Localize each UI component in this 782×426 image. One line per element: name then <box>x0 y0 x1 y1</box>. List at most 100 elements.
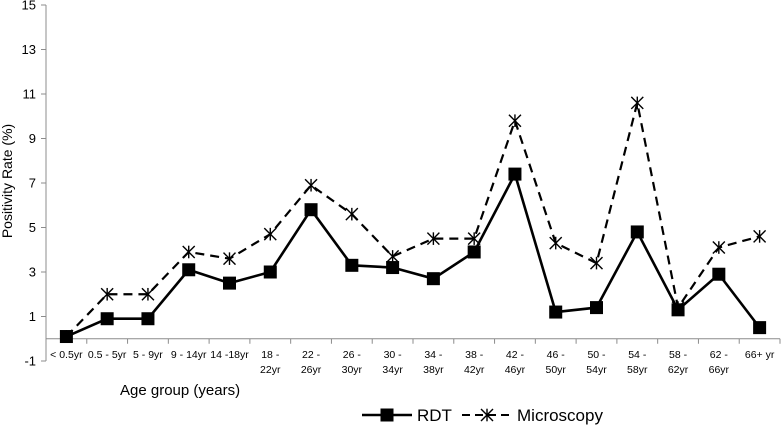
microscopy-point <box>304 178 318 192</box>
microscopy-point <box>182 245 196 259</box>
x-tick-label-line: 50 - <box>587 349 606 361</box>
x-tick-label: 14 -18yr <box>210 349 249 361</box>
series-lines <box>65 102 761 338</box>
x-tick-label-line: 14 -18yr <box>210 349 249 361</box>
rdt-point <box>753 321 767 335</box>
x-tick-label-line: 26yr <box>301 364 322 376</box>
x-axis-label: Age group (years) <box>120 382 240 399</box>
y-tick-label: 1 <box>29 309 36 324</box>
rdt-point <box>304 203 318 217</box>
y-tick-label: -1 <box>24 354 36 369</box>
x-tick-label-line: 62yr <box>668 364 689 376</box>
x-tick-label-line: 26 - <box>343 349 362 361</box>
y-tick-label: 5 <box>29 220 36 235</box>
x-tick-label-line: < 0.5yr <box>50 349 83 361</box>
rdt-point <box>100 312 114 326</box>
y-axis-label: Positivity Rate (%) <box>0 124 15 238</box>
x-tick-label-line: 22 - <box>302 349 321 361</box>
legend-label: Microscopy <box>517 406 603 425</box>
x-tick-label: 66+ yr <box>745 349 775 361</box>
legend-item-microscopy: Microscopy <box>462 406 603 425</box>
rdt-point <box>671 303 685 317</box>
legend: RDT Microscopy <box>362 406 603 425</box>
microscopy-point <box>630 96 644 110</box>
rdt-point <box>426 272 440 286</box>
y-tick-label: 15 <box>22 0 36 13</box>
x-tick-label-line: 0.5 - 5yr <box>88 349 127 361</box>
series-line-microscopy <box>65 102 760 338</box>
microscopy-point <box>549 236 563 250</box>
rdt-point <box>386 261 400 275</box>
x-tick-label: < 0.5yr <box>50 349 83 361</box>
legend-item-rdt: RDT <box>362 406 452 425</box>
x-tick-label-line: 46 - <box>547 349 566 361</box>
x-tick-label: 50 - 54yr <box>586 349 607 376</box>
x-tick-label-line: 42yr <box>464 364 485 376</box>
x-tick-label-line: 62 - <box>710 349 729 361</box>
microscopy-point <box>223 252 236 266</box>
rdt-point <box>590 301 603 315</box>
legend-square-marker <box>380 408 394 422</box>
x-tick-label-line: 58yr <box>627 364 648 376</box>
rdt-point <box>712 267 726 281</box>
x-tick-label: 22 - 26yr <box>301 349 322 376</box>
x-tick-label: 0.5 - 5yr <box>88 349 127 361</box>
series-line-rdt <box>65 170 761 338</box>
x-tick-label: 30 - 34yr <box>382 349 403 376</box>
x-tick-label-line: 18 - <box>261 349 280 361</box>
x-tick-label: 42 - 46yr <box>505 349 526 376</box>
x-tick-label-line: 5 - 9yr <box>133 349 163 361</box>
x-tick-label-line: 42 - <box>506 349 525 361</box>
x-tick-label: 9 - 14yr <box>171 349 207 361</box>
microscopy-point <box>100 287 114 301</box>
x-tick-label-line: 38yr <box>423 364 444 376</box>
x-tick-label-line: 34yr <box>382 364 403 376</box>
legend-asterisk-marker <box>480 408 494 422</box>
x-tick-label-line: 46yr <box>505 364 526 376</box>
rdt-point <box>467 245 481 259</box>
microscopy-point <box>508 114 522 128</box>
y-tick-label: 7 <box>29 176 36 191</box>
microscopy-point <box>753 229 767 243</box>
x-tick-label-line: 22yr <box>260 364 281 376</box>
microscopy-point <box>467 232 481 246</box>
x-tick-label: 54 - 58yr <box>627 349 648 376</box>
rdt-point <box>263 265 277 279</box>
y-tick-label: 9 <box>29 131 36 146</box>
microscopy-point <box>141 287 155 301</box>
x-tick-label: 26 - 30yr <box>342 349 363 376</box>
x-tick-label: 34 - 38yr <box>423 349 444 376</box>
rdt-point <box>182 263 196 277</box>
rdt-point <box>59 330 73 344</box>
x-tick-label-line: 30yr <box>342 364 363 376</box>
x-tick-label-line: 66+ yr <box>745 349 775 361</box>
x-tick-label-line: 30 - <box>384 349 403 361</box>
x-tick-label: 62 - 66yr <box>709 349 730 376</box>
x-tick-label-line: 38 - <box>465 349 484 361</box>
rdt-point <box>345 258 359 272</box>
x-axis-ticks: < 0.5yr 0.5 - 5yr 5 - 9yr 9 - 14yr 14 -18yr 1… <box>45 338 781 376</box>
x-tick-label-line: 54yr <box>586 364 607 376</box>
x-tick-label-line: 66yr <box>709 364 730 376</box>
x-tick-label-line: 34 - <box>424 349 443 361</box>
x-tick-label-line: 54 - <box>628 349 647 361</box>
microscopy-point <box>712 241 726 255</box>
microscopy-point <box>263 227 277 241</box>
microscopy-point <box>590 256 603 270</box>
series-markers <box>59 96 767 344</box>
microscopy-point <box>426 232 440 246</box>
y-tick-label: 11 <box>23 87 37 102</box>
microscopy-point <box>386 249 400 263</box>
y-tick-label: 3 <box>29 265 36 280</box>
x-tick-label: 18 - 22yr <box>260 349 281 376</box>
x-tick-label-line: 58 - <box>669 349 688 361</box>
rdt-point <box>508 167 522 181</box>
rdt-point <box>549 305 563 319</box>
x-tick-label: 58 - 62yr <box>668 349 689 376</box>
rdt-point <box>630 225 644 239</box>
x-tick-label: 5 - 9yr <box>133 349 163 361</box>
microscopy-point <box>345 207 359 221</box>
y-tick-label: 13 <box>22 42 36 57</box>
